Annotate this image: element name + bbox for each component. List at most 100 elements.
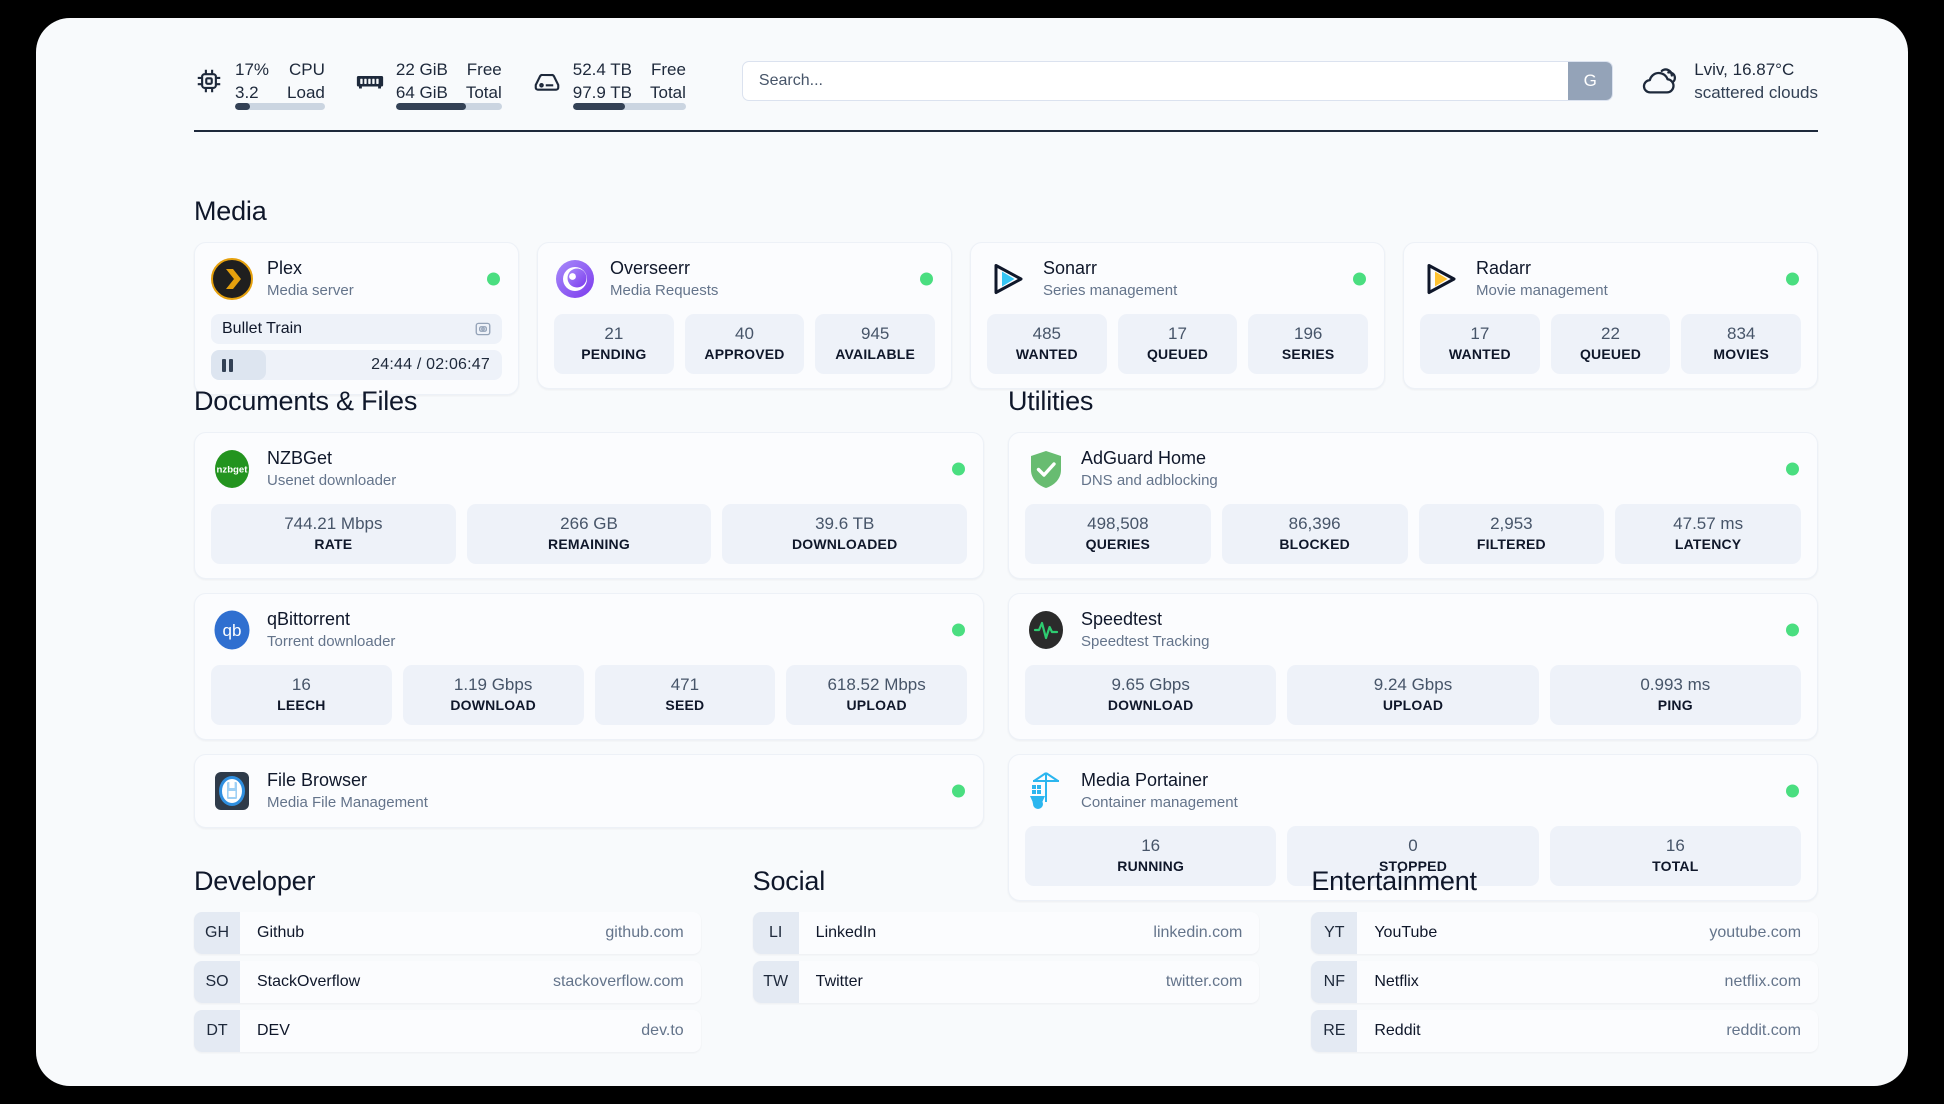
pause-icon[interactable] (222, 358, 233, 372)
stats-row: 16 LEECH 1.19 Gbps DOWNLOAD 471 SEED 618.52 Mb… (211, 665, 967, 725)
memory-value-secondary: 64 GiB (395, 83, 448, 102)
service-subtitle: Container management (1081, 794, 1238, 811)
bookmark-url: dev.to (641, 1022, 684, 1039)
service-name: File Browser (267, 770, 368, 790)
service-subtitle: Torrent downloader (267, 633, 396, 650)
service-card-speedtest[interactable]: Speedtest Speedtest Tracking 9.65 Gbps DOWN… (1008, 593, 1818, 740)
stats-row: 21 PENDING 40 APPROVED 945 AVAILABLE (554, 314, 936, 374)
bookmark-url: twitter.com (1165, 973, 1243, 990)
stat-leech: 16 LEECH (211, 665, 392, 725)
service-name: Speedtest (1081, 609, 1163, 629)
status-indicator-online (952, 623, 965, 637)
bookmark-item[interactable]: SO StackOverflow stackoverflow.com (194, 961, 701, 1003)
playback-progress-bar[interactable]: 24:44 / 02:06:47 (211, 350, 502, 380)
now-playing-bar[interactable]: Bullet Train (211, 314, 502, 344)
stat-label: MOVIES (1713, 346, 1769, 362)
cast-icon[interactable] (474, 320, 492, 338)
stat-stopped: 0 STOPPED (1287, 826, 1539, 886)
bookmark-name: Netflix (1374, 973, 1419, 990)
bookmark-abbr: SO (194, 961, 240, 1003)
portainer-icon (1025, 770, 1067, 812)
stat-label: DOWNLOAD (450, 697, 536, 713)
bookmark-item[interactable]: DT DEV dev.to (194, 1010, 701, 1052)
stat-queued: 17 QUEUED (1117, 314, 1238, 374)
status-indicator-online (1786, 623, 1799, 637)
cpu-usage-bar (235, 103, 325, 110)
card-header: Media Portainer Container management (1025, 769, 1801, 813)
service-card-sonarr[interactable]: Sonarr Series management 485 WANTED 17 QUEUED… (970, 242, 1385, 389)
service-card-nzbget[interactable]: nzbget NZBGet Usenet downloader 744.21 Mbps… (194, 432, 984, 579)
service-card-overseerr[interactable]: Overseerr Media Requests 21 PENDING 40 APPROV… (537, 242, 952, 389)
stat-wanted: 17 WANTED (1420, 314, 1540, 374)
stat-value: 0.993 ms (1640, 675, 1711, 694)
stat-label: DOWNLOAD (1107, 697, 1194, 713)
service-card-plex[interactable]: Plex Media server Bullet Train 24:44 / 02:0… (194, 242, 519, 395)
search-bar[interactable]: G (741, 61, 1614, 101)
service-name: Media Portainer (1081, 770, 1209, 790)
bookmark-abbr: NF (1311, 961, 1358, 1003)
stat-label: QUEUED (1146, 346, 1209, 362)
memory-usage-bar (395, 103, 502, 110)
bookmark-url: reddit.com (1726, 1022, 1802, 1039)
service-subtitle: Media File Management (267, 794, 428, 811)
stat-remaining: 266 GB REMAINING (466, 504, 712, 564)
bookmark-url: github.com (605, 924, 684, 941)
status-indicator-online (952, 462, 965, 476)
top-bar: 17% 3.2 CPU Load 22 GiB 64 GiB Free Total 52.4 T… (194, 48, 1818, 114)
bookmark-item[interactable]: RE Reddit reddit.com (1311, 1010, 1819, 1052)
adguard-icon (1025, 448, 1067, 490)
bookmark-item[interactable]: LI LinkedIn linkedin.com (752, 912, 1260, 954)
stat-label: STOPPED (1378, 858, 1448, 874)
service-card-qbittorrent[interactable]: qb qBittorrent Torrent downloader 16 LEECH 1.… (194, 593, 984, 740)
svg-text:nzbget: nzbget (217, 465, 249, 476)
stats-row: 744.21 Mbps RATE 266 GB REMAINING 39.6 TB DOW… (211, 504, 968, 564)
service-subtitle: Movie management (1476, 282, 1608, 299)
section-title-media: Media (194, 196, 267, 226)
stat-rate: 744.21 Mbps RATE (211, 504, 456, 564)
stat-value: 471 (670, 675, 700, 694)
stat-pending: 21 PENDING (554, 314, 674, 374)
storage-usage-bar (572, 103, 686, 110)
service-card-file-browser[interactable]: File Browser Media File Management (194, 754, 984, 828)
service-name: qBittorrent (267, 609, 351, 629)
storage-value-primary: 52.4 TB (572, 60, 632, 79)
search-input[interactable] (742, 62, 1569, 100)
stat-value: 618.52 Mbps (827, 675, 926, 694)
status-indicator-online (1786, 462, 1799, 476)
stat-value: 17 (1168, 324, 1187, 343)
system-stats: 17% 3.2 CPU Load 22 GiB 64 GiB Free Total 52.4 T… (194, 58, 716, 110)
stat-available: 945 AVAILABLE (815, 314, 936, 374)
status-indicator-online (1353, 272, 1366, 286)
bookmark-item[interactable]: YT YouTube youtube.com (1311, 912, 1819, 954)
stat-label: APPROVED (704, 346, 785, 362)
service-card-radarr[interactable]: Radarr Movie management 17 WANTED 22 QUEUED 83… (1403, 242, 1818, 389)
service-name: Overseerr (610, 258, 691, 278)
bookmark-url: linkedin.com (1153, 924, 1243, 941)
bookmark-item[interactable]: GH Github github.com (194, 912, 701, 954)
search-engine-button[interactable]: G (1568, 62, 1613, 100)
service-card-adguard-home[interactable]: AdGuard Home DNS and adblocking 498,508 QUE… (1008, 432, 1818, 579)
stat-label: UPLOAD (1382, 697, 1444, 713)
stat-value: 196 (1293, 324, 1323, 343)
bookmark-name: Github (257, 924, 305, 941)
service-card-media-portainer[interactable]: Media Portainer Container management 16 RUN… (1008, 754, 1818, 901)
stat-value: 86,396 (1288, 514, 1341, 533)
documents-section: Documents & Files nzbget NZBGet Usenet dow… (194, 386, 984, 842)
card-header: Radarr Movie management (1420, 257, 1801, 301)
service-subtitle: Media server (267, 282, 354, 299)
memory-value-primary: 22 GiB (395, 60, 448, 79)
stat-value: 22 (1601, 324, 1620, 343)
stat-label: DOWNLOADED (791, 536, 898, 552)
bookmark-item[interactable]: NF Netflix netflix.com (1311, 961, 1819, 1003)
stat-value: 47.57 ms (1673, 514, 1744, 533)
utilities-card-list: AdGuard Home DNS and adblocking 498,508 QUE… (1008, 432, 1818, 901)
header-divider (194, 130, 1818, 132)
disk-icon (532, 66, 562, 96)
bookmark-item[interactable]: TW Twitter twitter.com (752, 961, 1260, 1003)
card-header: Overseerr Media Requests (554, 257, 935, 301)
service-name: Plex (267, 258, 303, 278)
bookmark-name: StackOverflow (257, 973, 361, 990)
stats-row: 485 WANTED 17 QUEUED 196 SERIES (987, 314, 1369, 374)
stat-label: PING (1657, 697, 1693, 713)
service-subtitle: Usenet downloader (267, 472, 397, 489)
